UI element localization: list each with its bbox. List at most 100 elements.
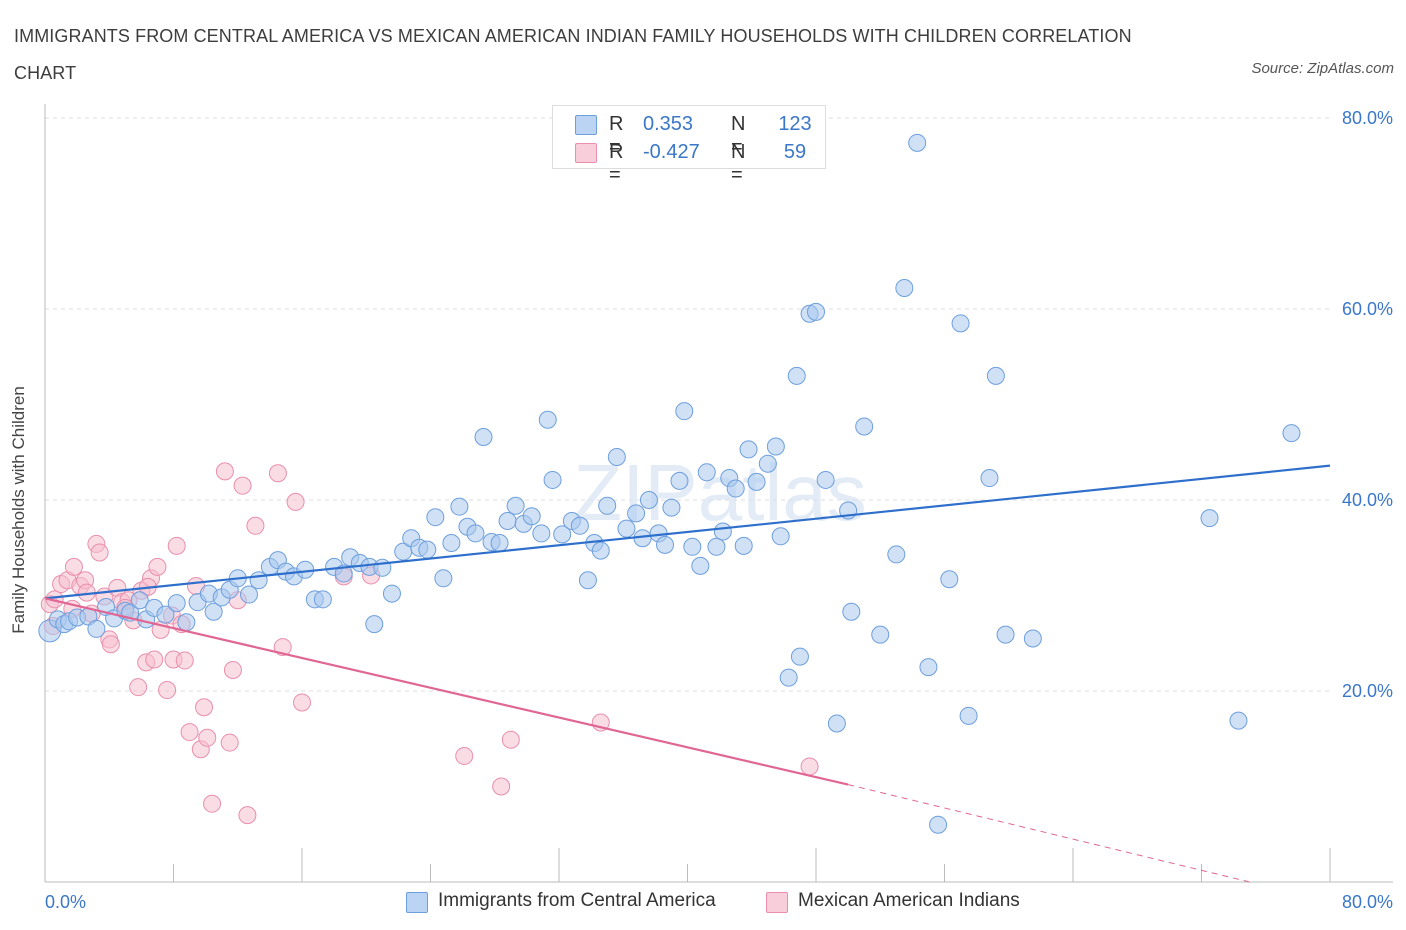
- blue-point: [739, 440, 758, 459]
- blue-point: [771, 527, 790, 546]
- blue-point: [734, 536, 753, 555]
- blue-point: [177, 613, 196, 632]
- blue-point: [296, 560, 315, 579]
- n-value: 59: [783, 141, 807, 163]
- blue-point: [617, 519, 636, 538]
- blue-point: [239, 585, 258, 604]
- blue-point: [334, 564, 353, 583]
- pink-point: [246, 516, 265, 535]
- r-label: R =: [609, 113, 624, 158]
- blue-point: [204, 602, 223, 621]
- pink-point: [167, 536, 186, 555]
- blue-point: [908, 133, 927, 152]
- pink-point: [195, 698, 214, 717]
- y-tick-label: 60.0%: [1342, 299, 1393, 319]
- blue-point: [538, 410, 557, 429]
- blue-point: [466, 524, 485, 543]
- blue-point: [490, 533, 509, 552]
- blue-point: [418, 540, 437, 559]
- blue-point: [532, 524, 551, 543]
- blue-point: [434, 569, 453, 588]
- pink-point: [145, 650, 164, 669]
- blue-point: [929, 815, 948, 834]
- n-label: N =: [731, 141, 746, 186]
- r-label: R =: [609, 141, 624, 186]
- blue-swatch: [575, 115, 597, 135]
- pink-point: [286, 492, 305, 511]
- n-value: 123: [778, 113, 812, 135]
- y-axis-label-box: Family Households with Children: [4, 360, 34, 660]
- r-value: 0.353: [643, 113, 694, 135]
- blue-point: [895, 278, 914, 297]
- pink-point: [268, 464, 287, 483]
- source-label: Source: ZipAtlas.com: [1251, 60, 1394, 77]
- blue-point: [758, 454, 777, 473]
- blue-point: [986, 366, 1005, 385]
- pink-point: [180, 723, 199, 742]
- blue-swatch: [406, 892, 428, 913]
- legend-label: Immigrants from Central America: [438, 890, 716, 911]
- blue-point: [474, 427, 493, 446]
- pink-trend-extension: [848, 784, 1250, 883]
- blue-point: [919, 658, 938, 677]
- blue-point: [598, 496, 617, 515]
- pink-point: [215, 462, 234, 481]
- blue-point: [683, 537, 702, 556]
- blue-point: [1023, 629, 1042, 648]
- pink-point: [238, 806, 257, 825]
- series-legend: Immigrants from Central America Mexican …: [0, 888, 1406, 916]
- blue-point: [656, 535, 675, 554]
- blue-point: [365, 615, 384, 634]
- pink-point: [455, 746, 474, 765]
- pink-point: [492, 777, 511, 796]
- pink-point: [800, 757, 819, 776]
- y-tick-label: 40.0%: [1342, 490, 1393, 510]
- blue-point: [980, 469, 999, 488]
- blue-point: [426, 508, 445, 527]
- pink-point: [273, 638, 292, 657]
- pink-point: [129, 678, 148, 697]
- x-tick-label: 80.0%: [1342, 892, 1393, 912]
- pink-point: [220, 733, 239, 752]
- blue-point: [382, 584, 401, 603]
- blue-point: [670, 471, 689, 490]
- blue-point: [816, 470, 835, 489]
- blue-point: [871, 625, 890, 644]
- blue-point: [697, 463, 716, 482]
- pink-point: [158, 681, 177, 700]
- pink-point: [501, 730, 520, 749]
- blue-point: [675, 402, 694, 421]
- blue-point: [996, 625, 1015, 644]
- n-label: N =: [731, 113, 746, 158]
- blue-point: [726, 479, 745, 498]
- blue-point: [887, 545, 906, 564]
- blue-point: [607, 448, 626, 467]
- blue-point: [249, 571, 268, 590]
- blue-point: [498, 512, 517, 531]
- pink-point: [223, 660, 242, 679]
- blue-point: [578, 571, 597, 590]
- blue-point: [506, 496, 525, 515]
- blue-point: [779, 668, 798, 687]
- blue-point: [1282, 424, 1301, 443]
- blue-point: [167, 594, 186, 613]
- pink-point: [198, 728, 217, 747]
- y-tick-label: 20.0%: [1342, 681, 1393, 701]
- y-tick-label: 80.0%: [1342, 108, 1393, 128]
- blue-point: [787, 366, 806, 385]
- pink-point: [233, 476, 252, 495]
- blue-point: [639, 491, 658, 509]
- blue-point: [662, 498, 681, 517]
- pink-swatch: [766, 892, 788, 913]
- legend-label: Mexican American Indians: [798, 890, 1020, 911]
- blue-point: [156, 605, 175, 624]
- pink-point: [101, 635, 120, 654]
- blue-point: [1200, 509, 1219, 528]
- blue-point: [313, 590, 332, 609]
- pink-point: [293, 693, 311, 712]
- blue-point: [591, 541, 610, 560]
- blue-point: [450, 497, 469, 516]
- pink-swatch: [575, 143, 597, 163]
- r-value: -0.427: [643, 141, 700, 163]
